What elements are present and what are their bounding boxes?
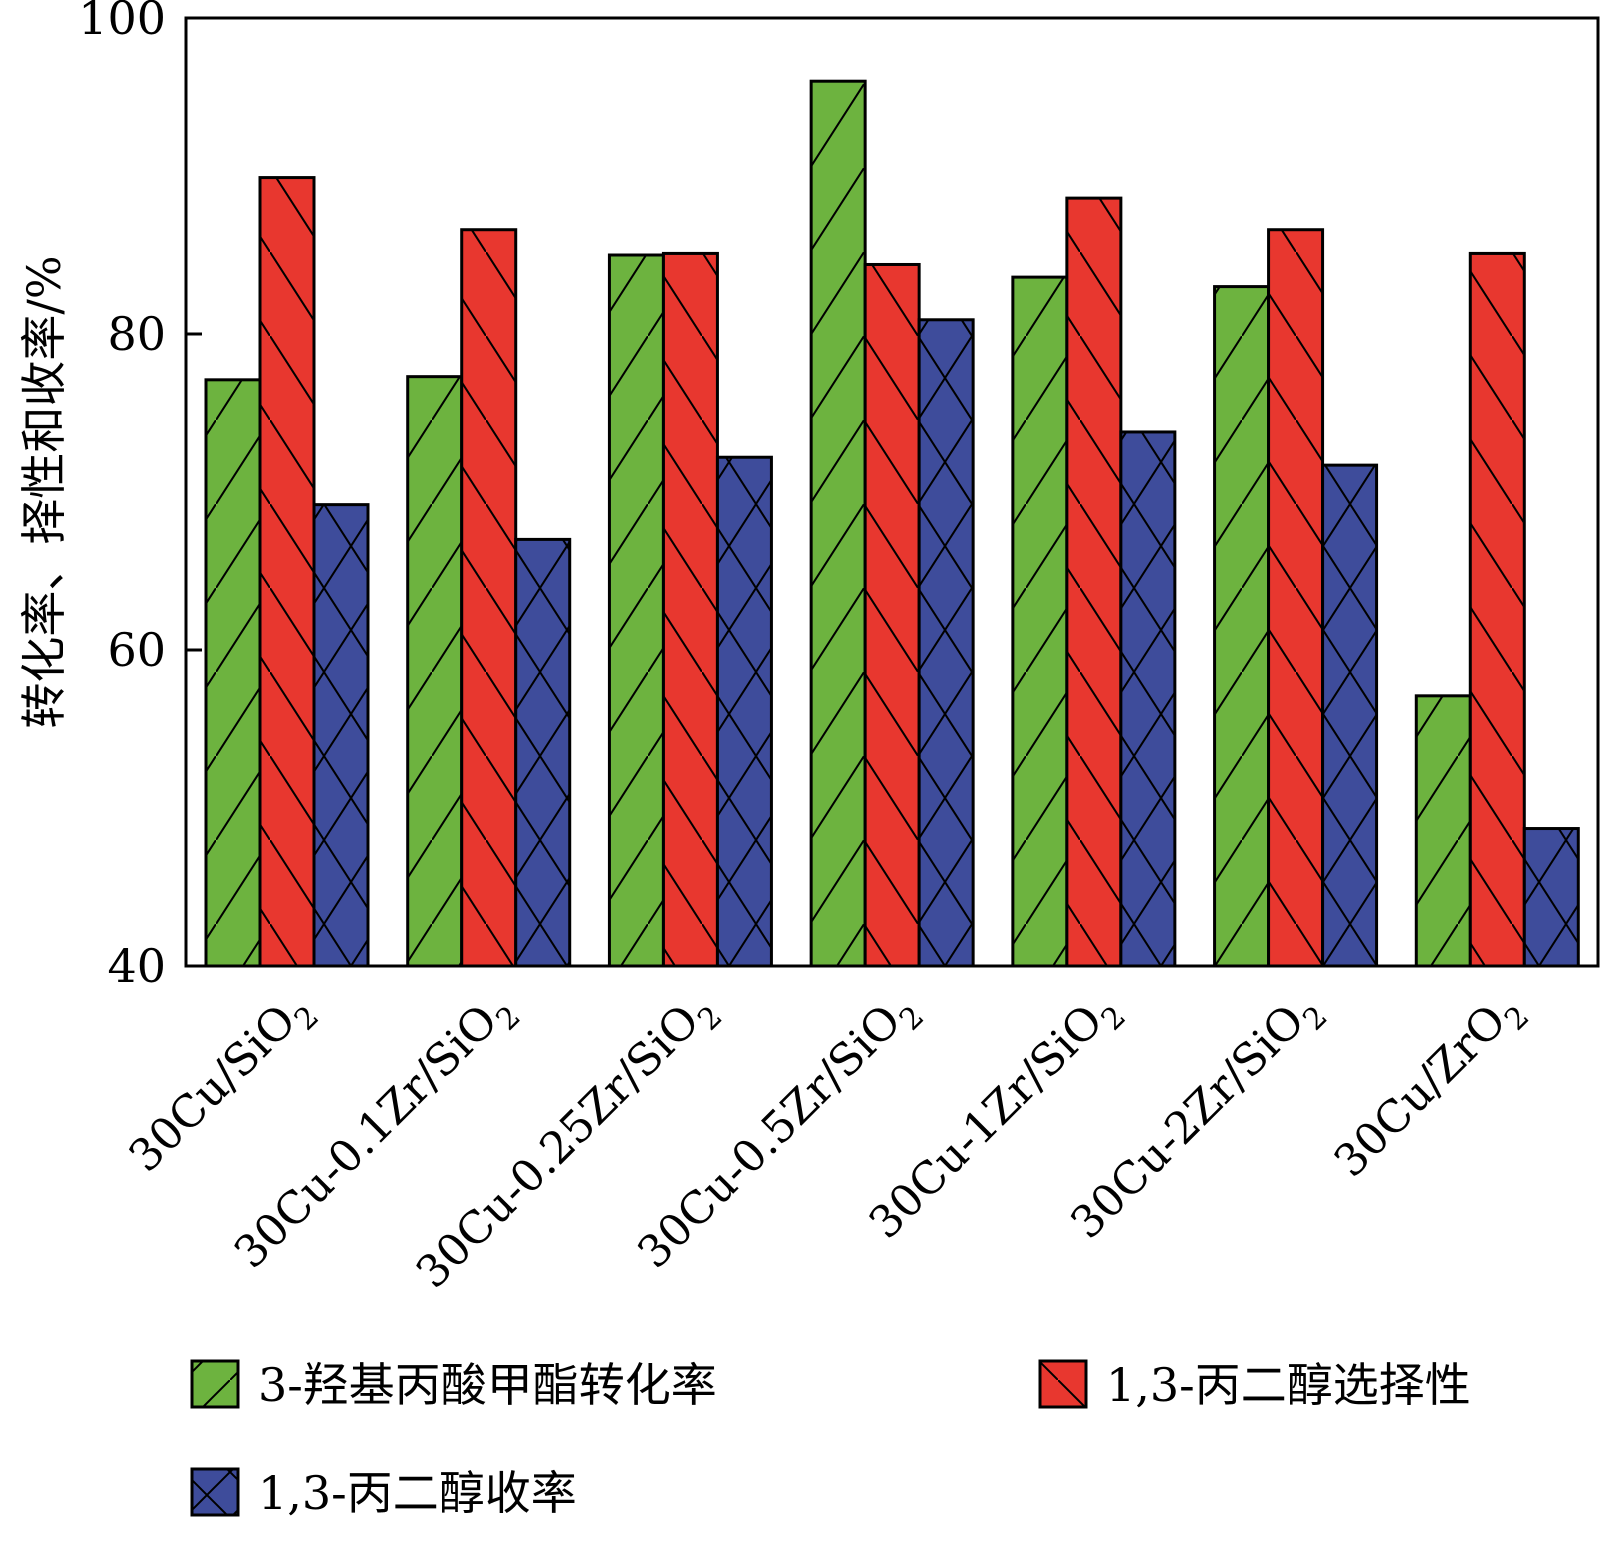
y-tick-label: 100 [78, 0, 166, 45]
bar-1-1 [460, 228, 518, 968]
bar-0-1 [258, 176, 316, 968]
bar-5-0 [1213, 285, 1271, 968]
bar-6-2 [1522, 827, 1580, 968]
bar-6-0 [1414, 694, 1472, 968]
bar-2-1 [661, 251, 719, 968]
bar-5-1 [1267, 228, 1325, 968]
bar-3-2 [917, 318, 975, 968]
svg-text:30Cu/SiO2: 30Cu/SiO2 [119, 982, 326, 1189]
bar-4-2 [1119, 430, 1177, 968]
legend-label: 3-羟基丙酸甲酯转化率 [258, 1358, 717, 1412]
bar-0-2 [312, 503, 370, 968]
bar-2-0 [607, 253, 665, 968]
bar-4-0 [1011, 275, 1069, 968]
bar-3-1 [863, 262, 921, 968]
svg-text:30Cu/ZrO2: 30Cu/ZrO2 [1324, 982, 1536, 1194]
bar-5-2 [1321, 463, 1379, 968]
bar-1-0 [406, 375, 464, 968]
legend-swatch [1038, 1359, 1088, 1409]
legend-item: 3-羟基丙酸甲酯转化率 [190, 1358, 717, 1412]
y-tick-label: 80 [107, 307, 166, 361]
bar-2-2 [715, 455, 773, 968]
x-tick-label: 30Cu/ZrO2 [1324, 982, 1536, 1194]
legend-swatch [190, 1359, 240, 1409]
legend: 3-羟基丙酸甲酯转化率 1,3-丙二醇选择性 1,3-丙二醇收率 [190, 1358, 1471, 1520]
y-axis: 40 60 80 100 [78, 0, 202, 993]
y-tick-label: 40 [107, 939, 166, 993]
legend-label: 1,3-丙二醇收率 [258, 1466, 577, 1520]
legend-swatch [190, 1467, 240, 1517]
bar-0-0 [204, 378, 262, 968]
plot-frame [184, 16, 1600, 968]
bar-4-1 [1065, 196, 1123, 968]
x-axis-labels: 30Cu/SiO230Cu-0.1Zr/SiO230Cu-0.25Zr/SiO2… [119, 982, 1536, 1298]
bar-3-0 [809, 79, 867, 968]
legend-label: 1,3-丙二醇选择性 [1106, 1358, 1471, 1412]
bar-6-1 [1468, 251, 1526, 968]
bars-layer [204, 79, 1580, 968]
legend-item: 1,3-丙二醇收率 [190, 1466, 577, 1520]
x-tick-label: 30Cu/SiO2 [119, 982, 326, 1189]
y-tick-label: 60 [107, 623, 166, 677]
legend-item: 1,3-丙二醇选择性 [1038, 1358, 1471, 1412]
y-axis-label: 转化率、择性和收率/% [17, 255, 71, 728]
bar-1-2 [514, 537, 572, 968]
